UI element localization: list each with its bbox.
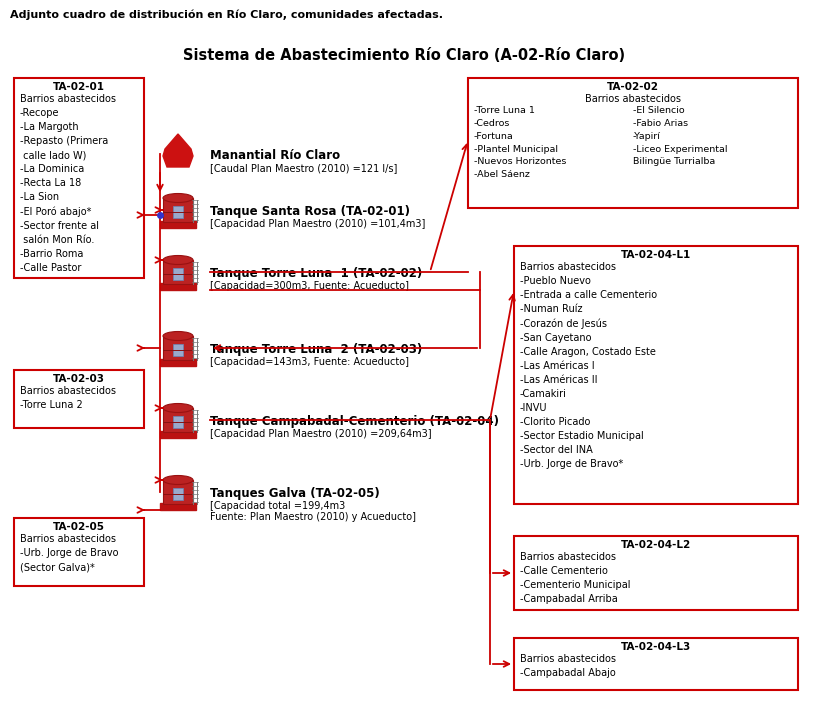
Ellipse shape — [163, 475, 193, 484]
Text: Manantial Río Claro: Manantial Río Claro — [210, 149, 340, 162]
Text: Tanque Torre Luna  2 (TA-02-03): Tanque Torre Luna 2 (TA-02-03) — [210, 343, 422, 356]
Text: Sistema de Abastecimiento Río Claro (A-02-Río Claro): Sistema de Abastecimiento Río Claro (A-0… — [183, 48, 626, 63]
Text: Barrios abastecidos
-Calle Cementerio
-Cementerio Municipal
-Campabadal Arriba: Barrios abastecidos -Calle Cementerio -C… — [520, 552, 631, 604]
Bar — [14, 518, 144, 586]
Text: TA-02-04-L2: TA-02-04-L2 — [621, 540, 691, 550]
Text: Tanque Torre Luna  1 (TA-02-02): Tanque Torre Luna 1 (TA-02-02) — [210, 267, 422, 280]
Text: [Capacidad Plan Maestro (2010) =209,64m3]: [Capacidad Plan Maestro (2010) =209,64m3… — [210, 429, 431, 439]
Text: Tanque Santa Rosa (TA-02-01): Tanque Santa Rosa (TA-02-01) — [210, 205, 410, 218]
Bar — [160, 431, 196, 438]
Ellipse shape — [163, 331, 193, 340]
Bar — [173, 268, 183, 280]
Bar — [160, 283, 196, 290]
Ellipse shape — [163, 404, 193, 413]
Text: TA-02-02: TA-02-02 — [607, 82, 659, 92]
Text: TA-02-04-L3: TA-02-04-L3 — [621, 642, 691, 652]
Bar — [514, 638, 798, 690]
Text: Tanques Galva (TA-02-05): Tanques Galva (TA-02-05) — [210, 487, 380, 500]
Text: TA-02-04-L1: TA-02-04-L1 — [621, 250, 691, 260]
Text: [Capacidad=143m3, Fuente: Acueducto]: [Capacidad=143m3, Fuente: Acueducto] — [210, 357, 409, 367]
Bar — [514, 246, 798, 504]
Ellipse shape — [163, 256, 193, 265]
Bar — [173, 416, 183, 428]
Text: -El Silencio
-Fabio Arias
-Yapirí
-Liceo Experimental
Bilingüe Turrialba: -El Silencio -Fabio Arias -Yapirí -Liceo… — [633, 106, 727, 179]
Bar — [163, 260, 193, 284]
Bar — [468, 78, 798, 208]
Text: [Caudal Plan Maestro (2010) =121 l/s]: [Caudal Plan Maestro (2010) =121 l/s] — [210, 163, 397, 173]
Bar — [173, 206, 183, 218]
Text: TA-02-03: TA-02-03 — [53, 374, 105, 384]
Text: TA-02-05: TA-02-05 — [53, 522, 105, 532]
Text: TA-02-01: TA-02-01 — [53, 82, 105, 92]
Text: Fuente: Plan Maestro (2010) y Acueducto]: Fuente: Plan Maestro (2010) y Acueducto] — [210, 512, 416, 522]
Text: -Torre Luna 1
-Cedros
-Fortuna
-Plantel Municipal
-Nuevos Horizontes
-Abel Sáenz: -Torre Luna 1 -Cedros -Fortuna -Plantel … — [474, 106, 566, 179]
Bar — [163, 408, 193, 432]
Bar — [163, 480, 193, 504]
Text: Barrios abastecidos: Barrios abastecidos — [585, 94, 681, 104]
Text: Barrios abastecidos
-Urb. Jorge de Bravo
(Sector Galva)*: Barrios abastecidos -Urb. Jorge de Bravo… — [20, 534, 118, 572]
Text: Adjunto cuadro de distribución en Río Claro, comunidades afectadas.: Adjunto cuadro de distribución en Río Cl… — [10, 10, 443, 20]
Text: Tanque Campabadal-Cementerio (TA-02-04): Tanque Campabadal-Cementerio (TA-02-04) — [210, 415, 499, 428]
Bar — [160, 221, 196, 228]
Bar — [514, 536, 798, 610]
Bar — [173, 344, 183, 356]
Text: Barrios abastecidos
-Campabadal Abajo: Barrios abastecidos -Campabadal Abajo — [520, 654, 616, 678]
Text: [Capacidad Plan Maestro (2010) =101,4m3]: [Capacidad Plan Maestro (2010) =101,4m3] — [210, 219, 426, 229]
Bar — [14, 370, 144, 428]
Bar — [160, 503, 196, 510]
Polygon shape — [163, 134, 193, 167]
Bar — [160, 359, 196, 366]
Text: Barrios abastecidos
-Pueblo Nuevo
-Entrada a calle Cementerio
-Numan Ruíz
-Coraz: Barrios abastecidos -Pueblo Nuevo -Entra… — [520, 262, 657, 469]
Text: [Capacidad=300m3, Fuente: Acueducto]: [Capacidad=300m3, Fuente: Acueducto] — [210, 281, 409, 291]
Text: Barrios abastecidos
-Recope
-La Margoth
-Repasto (Primera
 calle lado W)
-La Dom: Barrios abastecidos -Recope -La Margoth … — [20, 94, 116, 273]
Ellipse shape — [163, 194, 193, 202]
Text: [Capacidad total =199,4m3: [Capacidad total =199,4m3 — [210, 501, 346, 511]
Text: Barrios abastecidos
-Torre Luna 2: Barrios abastecidos -Torre Luna 2 — [20, 386, 116, 410]
Bar — [163, 198, 193, 222]
Bar — [163, 336, 193, 360]
Bar — [173, 488, 183, 500]
Bar — [14, 78, 144, 278]
